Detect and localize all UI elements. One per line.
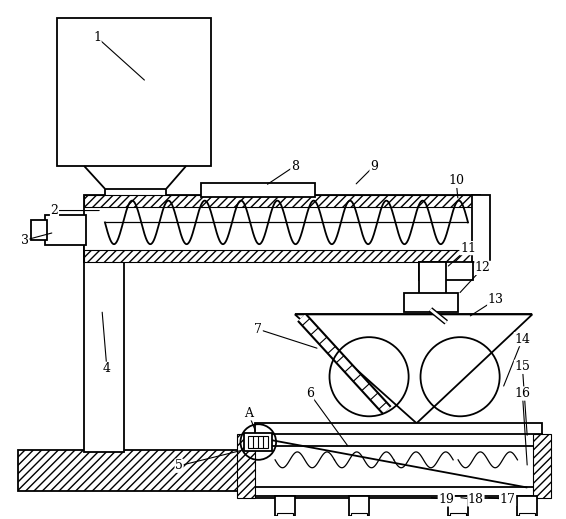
Bar [238, 434, 255, 498]
Bar [201, 183, 315, 197]
Bar [255, 486, 542, 497]
Bar [18, 450, 548, 491]
Bar [248, 436, 268, 448]
Bar [45, 215, 86, 245]
Bar [84, 195, 480, 262]
Text: 3: 3 [21, 234, 29, 247]
Bar [404, 293, 458, 312]
Text: 15: 15 [514, 360, 530, 373]
Text: 2: 2 [50, 204, 58, 217]
Bar [275, 497, 295, 516]
Bar [84, 250, 480, 262]
Bar [245, 433, 272, 451]
Bar [84, 233, 124, 452]
Bar [105, 189, 166, 203]
Bar [255, 434, 542, 498]
Bar [472, 195, 490, 262]
Bar [277, 513, 293, 519]
Text: A: A [244, 407, 253, 420]
Bar [448, 497, 468, 516]
Bar [349, 497, 369, 516]
Bar [84, 195, 480, 207]
Bar [517, 497, 537, 516]
Text: 11: 11 [460, 242, 476, 255]
Bar [533, 434, 551, 498]
Bar [255, 423, 542, 435]
Bar [31, 221, 46, 240]
Text: 16: 16 [514, 387, 530, 400]
Text: 10: 10 [448, 174, 464, 187]
Text: 9: 9 [370, 159, 378, 172]
Text: 7: 7 [254, 323, 262, 336]
Bar [255, 434, 542, 446]
Text: 6: 6 [306, 387, 314, 400]
Text: 5: 5 [175, 459, 183, 472]
Text: 19: 19 [438, 493, 454, 506]
Bar [450, 513, 466, 519]
Bar [418, 262, 473, 280]
Bar [57, 18, 211, 166]
Bar [351, 513, 367, 519]
Text: 8: 8 [291, 159, 299, 172]
Text: 12: 12 [475, 262, 491, 275]
Text: 13: 13 [488, 293, 504, 306]
Text: 14: 14 [514, 333, 530, 346]
Text: 17: 17 [500, 493, 516, 506]
Bar [418, 262, 446, 296]
Text: 18: 18 [468, 493, 484, 506]
Text: 1: 1 [93, 31, 101, 44]
Text: 4: 4 [103, 362, 111, 375]
Bar [520, 513, 535, 519]
